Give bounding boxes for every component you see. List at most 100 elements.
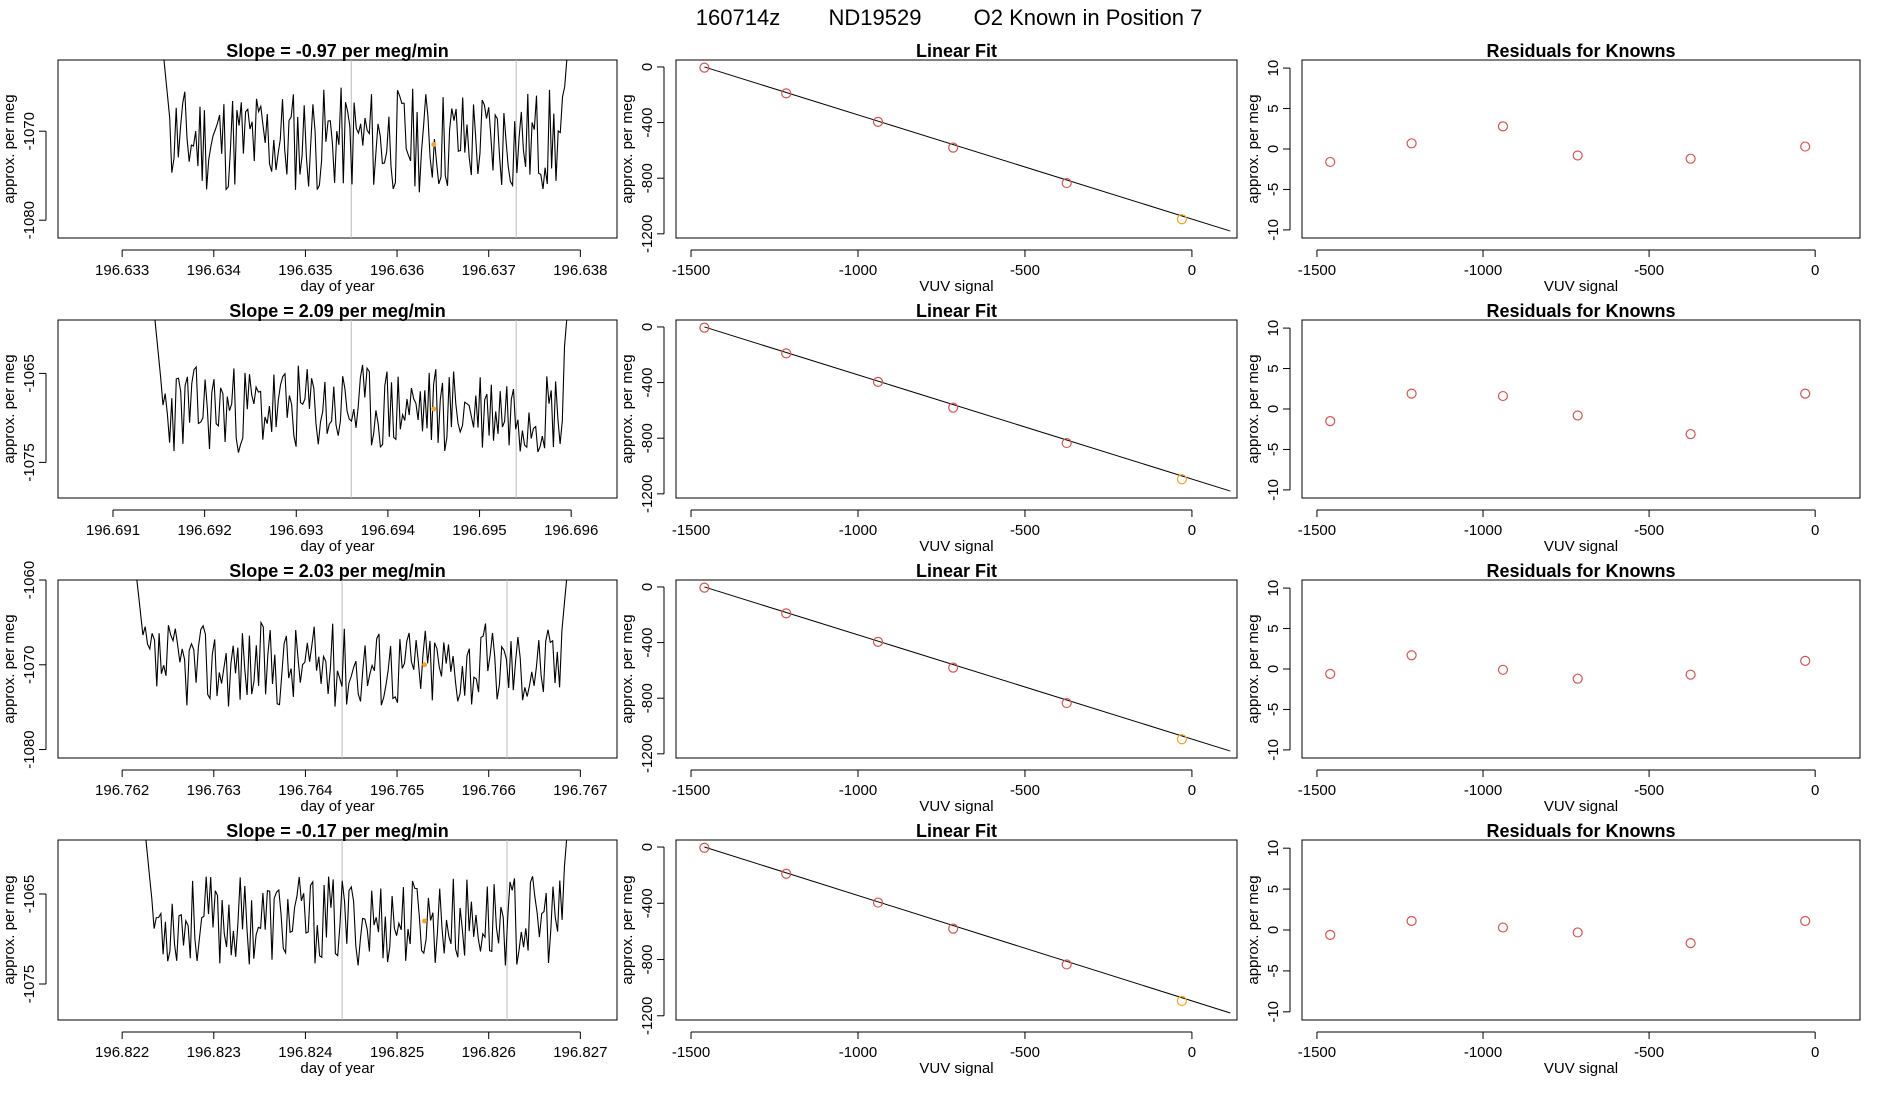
x-tick-label: 196.825: [370, 1044, 424, 1061]
x-tick-label: -1000: [839, 1044, 877, 1061]
residual-point: [1572, 410, 1583, 421]
residual-point: [1406, 915, 1417, 927]
residual-point: [1406, 650, 1417, 661]
x-tick-label: 196.827: [553, 1044, 607, 1061]
residual-point: [1325, 668, 1336, 679]
plot-title: Slope = 2.03 per meg/min: [229, 561, 446, 581]
plot-title: Slope = -0.97 per meg/min: [226, 41, 449, 61]
residual-point: [1800, 915, 1811, 927]
fit-point: [872, 116, 884, 127]
fit-point: [1176, 214, 1188, 225]
x-tick-label: -1500: [1298, 522, 1336, 539]
fit-point: [1061, 437, 1072, 449]
y-tick-label: -800: [639, 683, 656, 713]
residual-point: [1572, 673, 1583, 684]
x-tick-label: 196.762: [95, 782, 149, 799]
residuals-panel-3: Residuals for Knowns -1500 -1000 -500 0 VUV s…: [1245, 561, 1861, 815]
x-axis-label: VUV signal: [1544, 538, 1618, 555]
residual-point: [1800, 141, 1811, 152]
x-axis-label: VUV signal: [919, 798, 993, 815]
linear-fit-panel-4: Linear Fit -1500 -1000 -500 0 VUV signal 0 -400…: [619, 821, 1238, 1077]
y-tick-label: -800: [639, 163, 656, 193]
x-axis-label: VUV signal: [919, 1060, 993, 1077]
x-tick-label: 196.763: [187, 782, 241, 799]
y-tick-label: -10: [1265, 479, 1282, 501]
fit-point: [781, 868, 792, 879]
y-axis-label: approx. per meg: [619, 614, 636, 723]
y-tick-label: -10: [1265, 219, 1282, 241]
x-tick-label: 196.764: [278, 782, 332, 799]
x-tick-label: 196.633: [95, 262, 149, 279]
y-tick-label: -1075: [21, 965, 38, 1003]
x-tick-label: -500: [1634, 262, 1664, 279]
x-axis-label: day of year: [300, 798, 374, 815]
fit-point: [948, 142, 959, 153]
residual-point: [1406, 388, 1417, 399]
fit-point: [699, 322, 710, 333]
plot-title: Linear Fit: [916, 41, 997, 61]
plot-title: Residuals for Knowns: [1486, 41, 1675, 61]
x-axis-label: day of year: [300, 538, 374, 555]
residual-point: [1685, 428, 1696, 440]
y-tick-label: -1070: [21, 646, 38, 684]
x-tick-label: -1000: [839, 522, 877, 539]
x-axis-label: day of year: [300, 278, 374, 295]
residual-point: [1497, 121, 1509, 132]
residual-point: [1325, 929, 1336, 941]
x-tick-label: 0: [1811, 262, 1819, 279]
residual-point: [1685, 153, 1696, 164]
linear-fit-panel-2: Linear Fit -1500 -1000 -500 0 VUV signal 0 -400…: [619, 301, 1238, 555]
fit-point: [872, 376, 884, 387]
timeseries-panel-1: Slope = -0.97 per meg/min 196.633 196.634 1…: [1, 41, 618, 295]
x-tick-label: -500: [1634, 1044, 1664, 1061]
fit-point: [1176, 474, 1188, 485]
y-axis-label: approx. per meg: [1245, 614, 1262, 723]
x-tick-label: 196.692: [178, 522, 232, 539]
x-tick-label: 196.693: [269, 522, 323, 539]
x-tick-label: 196.635: [278, 262, 332, 279]
fit-line: [704, 846, 1231, 1014]
y-axis-label: approx. per meg: [1245, 354, 1262, 463]
y-tick-label: 0: [639, 323, 656, 331]
plot-frame: [1301, 579, 1861, 759]
plot-frame: [675, 579, 1238, 759]
x-tick-label: -500: [1634, 782, 1664, 799]
fit-point: [872, 636, 884, 647]
fit-point: [699, 842, 710, 853]
fit-point: [781, 348, 792, 359]
figure-title: 160714z ND19529 O2 Known in Position 7: [696, 5, 1203, 30]
y-tick-label: -5: [1265, 183, 1282, 196]
x-axis-label: VUV signal: [1544, 798, 1618, 815]
y-tick-label: -1080: [21, 730, 38, 768]
y-tick-label: 5: [1265, 364, 1282, 372]
fit-point: [1176, 734, 1188, 745]
x-tick-label: -1000: [1464, 1044, 1502, 1061]
timeseries-panel-4: Slope = -0.17 per meg/min 196.822 196.823 1…: [1, 821, 618, 1077]
residuals-panel-1: Residuals for Knowns -1500 -1000 -500 0 VUV s…: [1245, 41, 1861, 295]
y-tick-label: 0: [639, 63, 656, 71]
y-tick-label: -1200: [639, 997, 656, 1035]
y-tick-label: -10: [1265, 1001, 1282, 1023]
y-tick-label: -400: [639, 628, 656, 658]
x-tick-label: -500: [1010, 1044, 1040, 1061]
fit-point: [948, 402, 959, 413]
x-tick-label: 0: [1811, 1044, 1819, 1061]
fit-line: [704, 66, 1231, 232]
highlight-marker: [431, 406, 437, 412]
y-axis-label: approx. per meg: [619, 875, 636, 984]
highlight-marker: [422, 662, 428, 668]
title-run: 160714z: [696, 5, 780, 30]
residual-point: [1572, 927, 1583, 938]
y-tick-label: -10: [1265, 739, 1282, 761]
y-tick-label: -400: [639, 108, 656, 138]
plot-frame: [1301, 319, 1861, 499]
y-axis-label: approx. per meg: [1245, 94, 1262, 203]
x-tick-label: 196.637: [462, 262, 516, 279]
y-tick-label: 0: [639, 583, 656, 591]
y-tick-label: 0: [1265, 926, 1282, 934]
y-tick-label: -1200: [639, 475, 656, 513]
x-tick-label: 196.822: [95, 1044, 149, 1061]
y-tick-label: -5: [1265, 964, 1282, 977]
y-tick-label: -400: [639, 368, 656, 398]
